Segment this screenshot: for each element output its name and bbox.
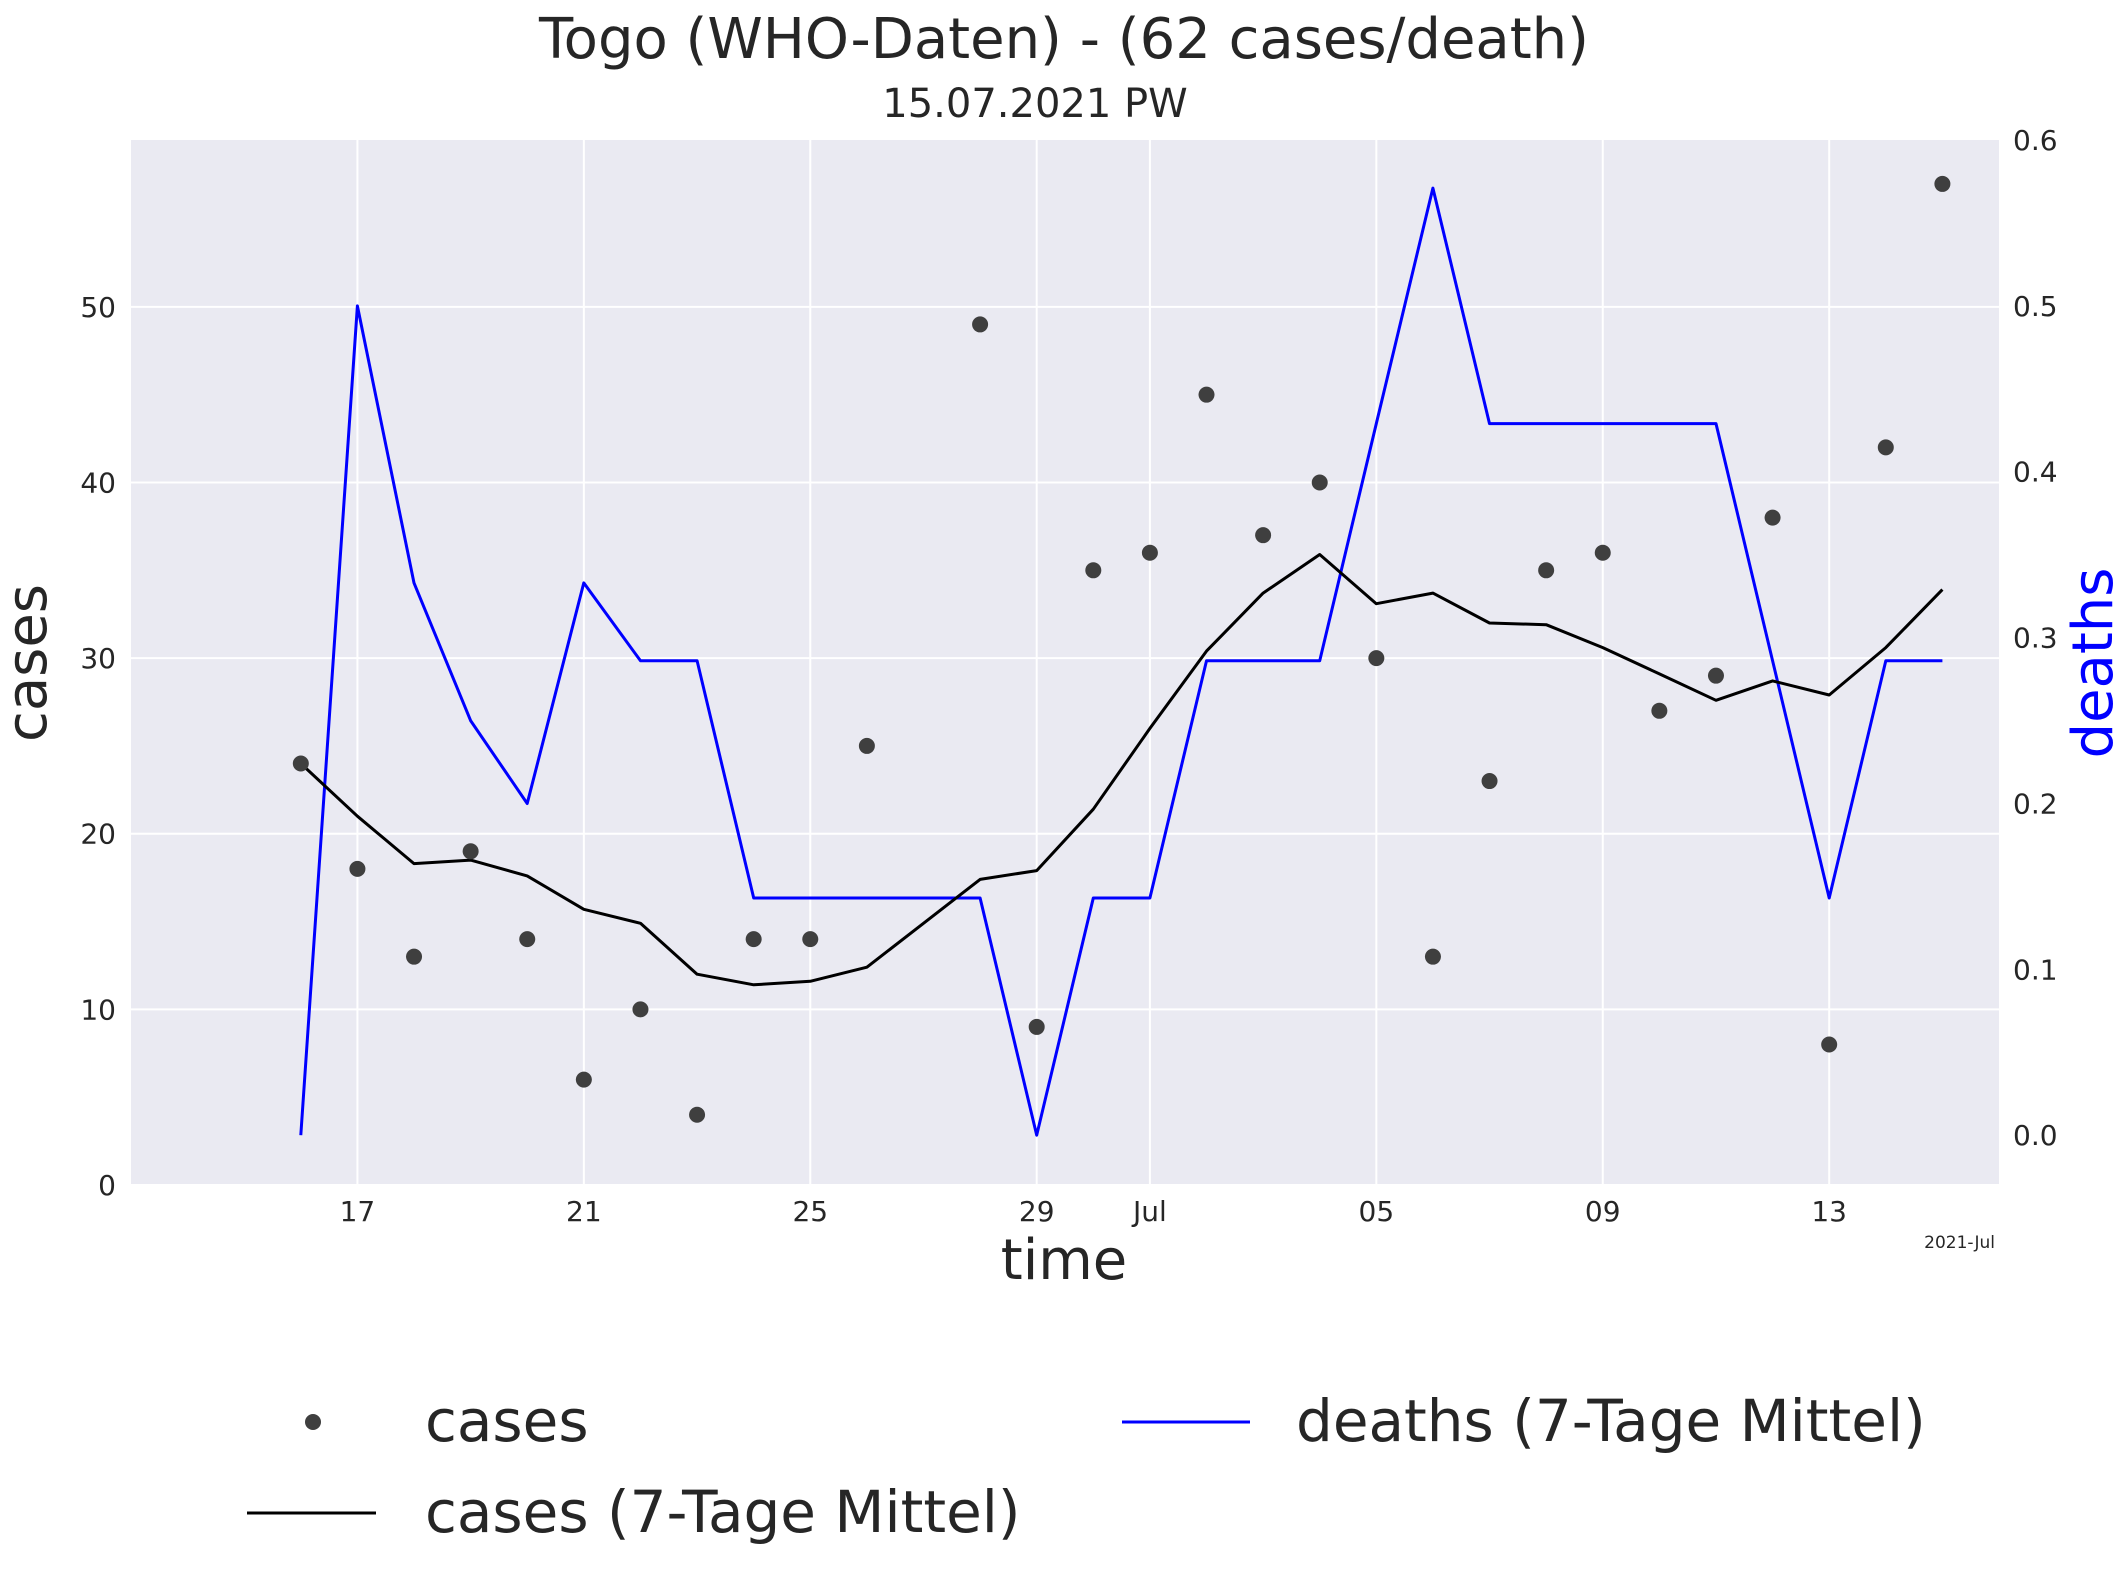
cases-point-18 (1311, 474, 1328, 491)
cases-point-29 (1934, 175, 1951, 192)
x-tick-label-3: 29 (1019, 1195, 1055, 1228)
x-tick-label-4: Jul (1131, 1195, 1167, 1228)
chart-title: Togo (WHO-Daten) - (62 cases/death) (538, 7, 1589, 72)
legend-label-cases-average: cases (7-Tage Mittel) (425, 1478, 1021, 1546)
cases-point-4 (519, 931, 536, 948)
cases-point-3 (462, 843, 479, 860)
cases-point-21 (1481, 773, 1498, 790)
x-tick-label-7: 13 (1811, 1195, 1847, 1228)
cases-point-28 (1877, 439, 1894, 456)
deaths-series (299, 186, 1943, 1137)
cases-point-23 (1594, 544, 1611, 561)
y2-axis-label: deaths (2061, 568, 2126, 759)
y2-tick-label-4: 0.4 (2013, 456, 2058, 489)
y-tick-label-5: 50 (80, 291, 116, 324)
y-tick-label-3: 30 (80, 642, 116, 675)
cases-average-line (299, 553, 1944, 987)
cases-points (292, 175, 1951, 1123)
y-gridlines (131, 305, 1999, 1186)
cases-point-0 (292, 755, 309, 772)
legend-label-deaths-average: deaths (7-Tage Mittel) (1296, 1387, 1926, 1455)
cases-point-2 (406, 948, 423, 965)
cases-point-6 (632, 1001, 649, 1018)
cases-point-8 (745, 931, 762, 948)
x-tick-label-2: 25 (792, 1195, 828, 1228)
y2-tick-label-6: 0.6 (2013, 124, 2058, 157)
x-tick-label-5: 05 (1359, 1195, 1395, 1228)
legend-marker-cases (305, 1414, 321, 1430)
cases-point-16 (1198, 386, 1215, 403)
chart-subtitle: 15.07.2021 PW (882, 81, 1187, 127)
cases-point-24 (1651, 702, 1668, 719)
cases-average-series (299, 553, 1944, 987)
cases-point-26 (1764, 509, 1781, 526)
y-tick-label-2: 20 (80, 818, 116, 851)
cases-point-1 (349, 860, 366, 877)
deaths-average-line (299, 186, 1943, 1137)
x-tick-labels: 17 21 25 29 Jul 05 09 13 (340, 1195, 1847, 1228)
cases-point-10 (858, 737, 875, 754)
x-tick-label-6: 09 (1585, 1195, 1621, 1228)
y2-tick-label-3: 0.3 (2013, 622, 2058, 655)
cases-point-25 (1707, 667, 1724, 684)
x-tick-label-0: 17 (340, 1195, 376, 1228)
plot-area (131, 140, 1999, 1185)
cases-point-14 (1085, 562, 1102, 579)
x-tick-label-1: 21 (566, 1195, 602, 1228)
y2-tick-label-5: 0.5 (2013, 290, 2058, 323)
y-tick-label-1: 10 (80, 993, 116, 1026)
cases-point-7 (689, 1106, 706, 1123)
cases-point-22 (1538, 562, 1555, 579)
cases-point-15 (1141, 544, 1158, 561)
legend-label-cases: cases (425, 1387, 589, 1455)
y-axis-label: cases (0, 584, 60, 742)
cases-point-5 (575, 1071, 592, 1088)
cases-point-17 (1255, 527, 1272, 544)
cases-point-12 (972, 316, 989, 333)
y-tick-labels: 0 10 20 30 40 50 (80, 291, 116, 1202)
y2-tick-label-1: 0.1 (2013, 953, 2058, 986)
cases-point-13 (1028, 1018, 1045, 1035)
cases-point-20 (1424, 948, 1441, 965)
y2-tick-label-0: 0.0 (2013, 1119, 2058, 1152)
cases-point-9 (802, 931, 819, 948)
cases-point-19 (1368, 650, 1385, 667)
cases-point-27 (1821, 1036, 1838, 1053)
x-offset-label: 2021-Jul (1924, 1233, 1995, 1253)
y-tick-label-4: 40 (80, 466, 116, 499)
y-tick-label-0: 0 (98, 1169, 116, 1202)
x-axis-label: time (1001, 1228, 1128, 1293)
y2-tick-labels: 0.0 0.1 0.2 0.3 0.4 0.5 0.6 (2013, 124, 2058, 1152)
y2-tick-label-2: 0.2 (2013, 787, 2058, 820)
legend: cases cases (7-Tage Mittel) deaths (7-Ta… (247, 1387, 1926, 1546)
